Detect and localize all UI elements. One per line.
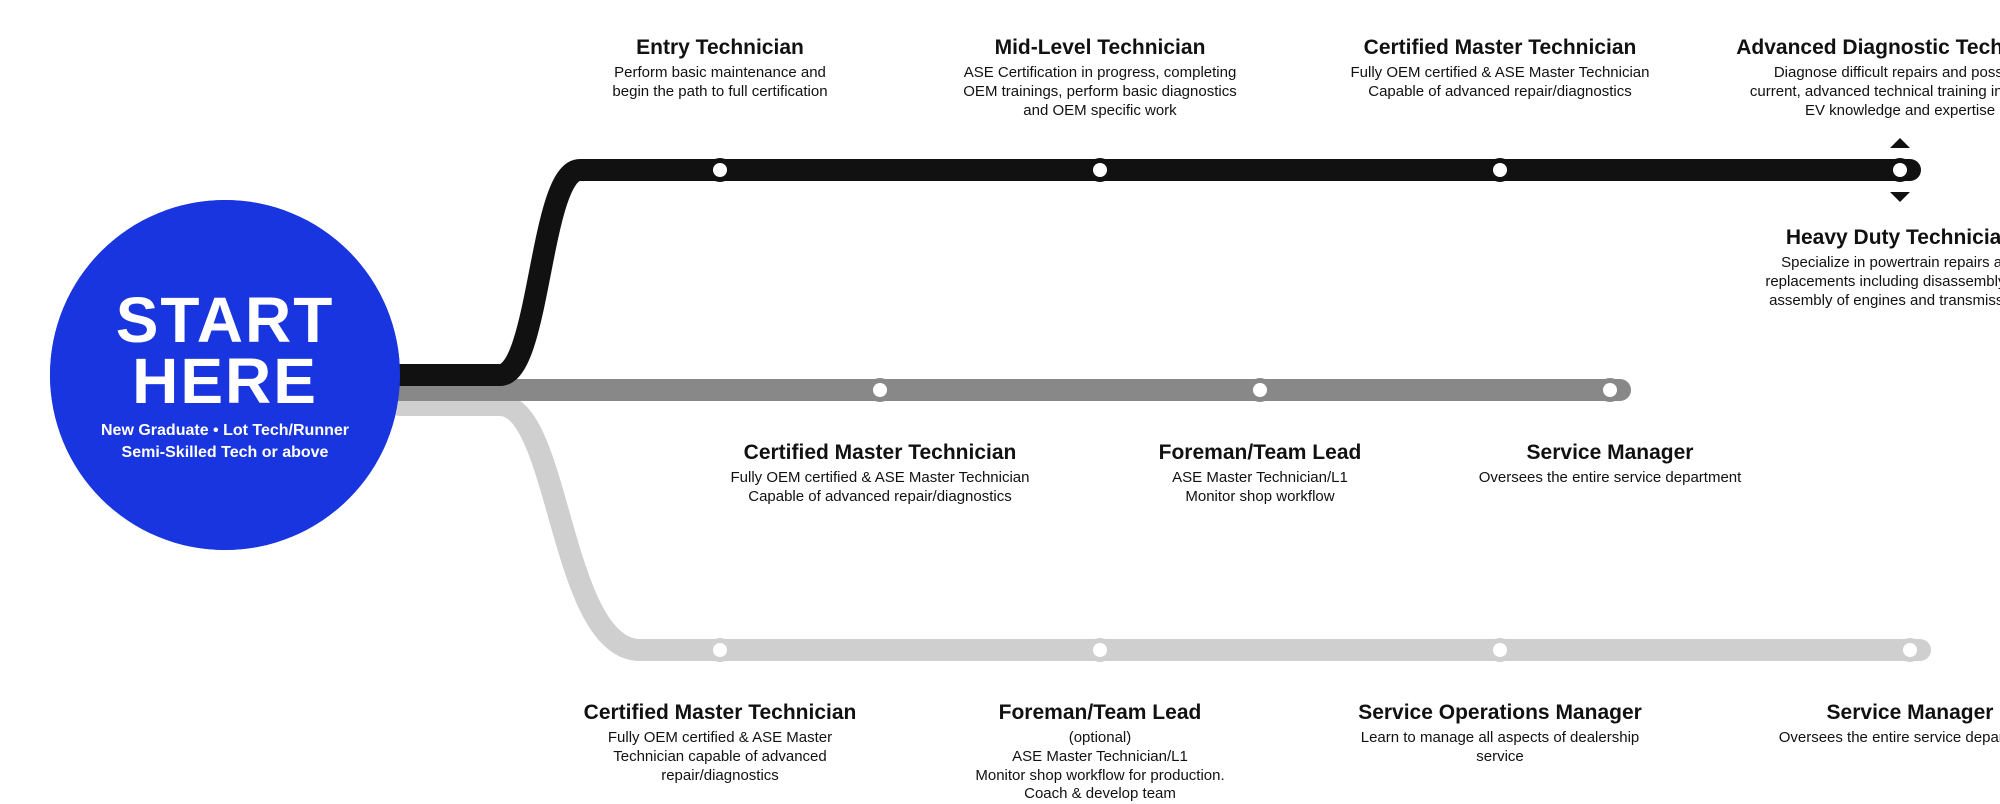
t1n4-desc: Diagnose difficult repairs and possesscu… [1700,64,2000,120]
t2n3-desc: Oversees the entire service department [1430,469,1790,488]
t1n3-desc: Fully OEM certified & ASE Master Technic… [1300,64,1700,102]
t2n2-label: Foreman/Team Lead ASE Master Technician/L… [1090,440,1430,507]
t1n3-title: Certified Master Technician [1300,35,1700,60]
t3n3-title: Service Operations Manager [1300,700,1700,725]
start-sub1: New Graduate • Lot Tech/Runner [101,422,349,439]
start-line2: HERE [65,351,385,412]
t3n1-label: Certified Master Technician Fully OEM cer… [540,700,900,785]
t3n4-label: Service Manager Oversees the entire servi… [1730,700,2000,748]
t1n4-label: Advanced Diagnostic Technician Diagnose d… [1700,35,2000,120]
t2n2-desc: ASE Master Technician/L1Monitor shop wor… [1090,469,1430,507]
t2n1-desc: Fully OEM certified & ASE Master Technic… [670,469,1090,507]
t3n4-desc: Oversees the entire service department [1730,729,2000,748]
start-sub2: Semi-Skilled Tech or above [122,444,329,461]
t2n3-title: Service Manager [1430,440,1790,465]
up-arrow-icon [1890,138,1910,148]
t3n2-label: Foreman/Team Lead (optional)ASE Master Te… [920,700,1280,804]
t1n2-title: Mid-Level Technician [910,35,1290,60]
t1n2-desc: ASE Certification in progress, completin… [910,64,1290,120]
t3n4-title: Service Manager [1730,700,2000,725]
t3n1-desc: Fully OEM certified & ASE MasterTechnici… [540,729,900,785]
t1n4-below-desc: Specialize in powertrain repairs andrepl… [1700,254,2000,310]
t3n3-desc: Learn to manage all aspects of dealershi… [1300,729,1700,767]
t2n1-label: Certified Master Technician Fully OEM cer… [670,440,1090,507]
t1n3-label: Certified Master Technician Fully OEM cer… [1300,35,1700,102]
t3n2-desc: (optional)ASE Master Technician/L1Monito… [920,729,1280,804]
t1n4-title: Advanced Diagnostic Technician [1700,35,2000,60]
t1n1-desc: Perform basic maintenance andbegin the p… [550,64,890,102]
start-line1: START [65,290,385,351]
t3n3-label: Service Operations Manager Learn to manag… [1300,700,1700,767]
t2n1-title: Certified Master Technician [670,440,1090,465]
t1n2-label: Mid-Level Technician ASE Certification in… [910,35,1290,120]
track-top [400,170,1910,375]
t1n1-label: Entry Technician Perform basic maintenanc… [550,35,890,102]
start-here-label: START HERE New Graduate • Lot Tech/Runne… [65,290,385,464]
t3n1-title: Certified Master Technician [540,700,900,725]
t1n4-below-title: Heavy Duty Technician [1700,225,2000,250]
t1n4-below-label: Heavy Duty Technician Specialize in power… [1700,225,2000,310]
down-arrow-icon [1890,192,1910,202]
t3n2-title: Foreman/Team Lead [920,700,1280,725]
t1n1-title: Entry Technician [550,35,890,60]
t2n2-title: Foreman/Team Lead [1090,440,1430,465]
t2n3-label: Service Manager Oversees the entire servi… [1430,440,1790,488]
